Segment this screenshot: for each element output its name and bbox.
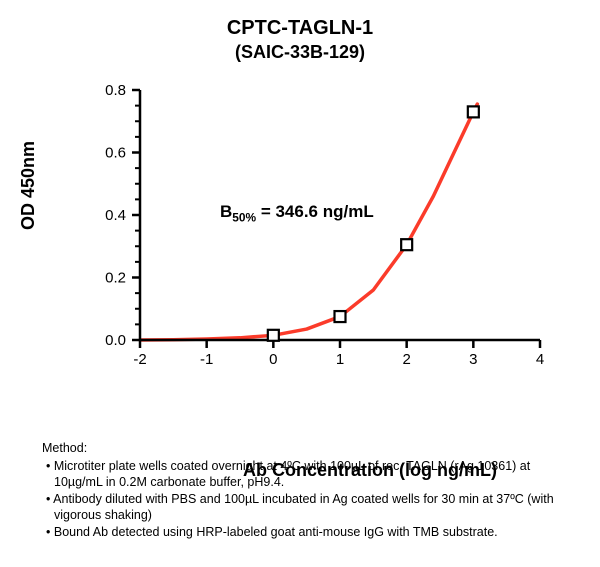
- svg-text:0.0: 0.0: [105, 332, 126, 349]
- svg-text:1: 1: [336, 351, 344, 368]
- method-item-text: Bound Ab detected using HRP-labeled goat…: [54, 525, 498, 539]
- bullet: •: [46, 459, 54, 473]
- chart-svg: -2 -1 0 1 2 3 4 0.0 0.2 0.4 0.6 0.8: [60, 80, 560, 410]
- svg-text:0.2: 0.2: [105, 270, 126, 287]
- title-line-2: (SAIC-33B-129): [0, 41, 600, 64]
- b50-annotation: B50% = 346.6 ng/mL: [220, 202, 374, 224]
- svg-text:-2: -2: [133, 351, 146, 368]
- svg-text:0.4: 0.4: [105, 207, 126, 224]
- method-item: • Bound Ab detected using HRP-labeled go…: [42, 524, 562, 540]
- y-axis-label: OD 450nm: [18, 141, 39, 230]
- method-item: • Antibody diluted with PBS and 100µL in…: [42, 491, 562, 523]
- svg-text:0.8: 0.8: [105, 82, 126, 99]
- bullet: •: [46, 525, 54, 539]
- chart-title: CPTC-TAGLN-1 (SAIC-33B-129): [0, 16, 600, 64]
- svg-text:4: 4: [536, 351, 544, 368]
- svg-text:-1: -1: [200, 351, 213, 368]
- method-item-text: Antibody diluted with PBS and 100µL incu…: [53, 492, 554, 522]
- title-line-1: CPTC-TAGLN-1: [0, 16, 600, 41]
- svg-text:0.6: 0.6: [105, 145, 126, 162]
- method-item-text: Microtiter plate wells coated overnight …: [54, 459, 530, 489]
- method-heading: Method:: [42, 440, 562, 456]
- method-item: • Microtiter plate wells coated overnigh…: [42, 458, 562, 490]
- chart-plot-area: -2-1012340.00.20.40.60.8 Ab Concentratio…: [60, 80, 560, 410]
- svg-text:0: 0: [269, 351, 277, 368]
- method-block: Method: • Microtiter plate wells coated …: [42, 440, 562, 541]
- svg-text:3: 3: [469, 351, 477, 368]
- svg-text:2: 2: [402, 351, 410, 368]
